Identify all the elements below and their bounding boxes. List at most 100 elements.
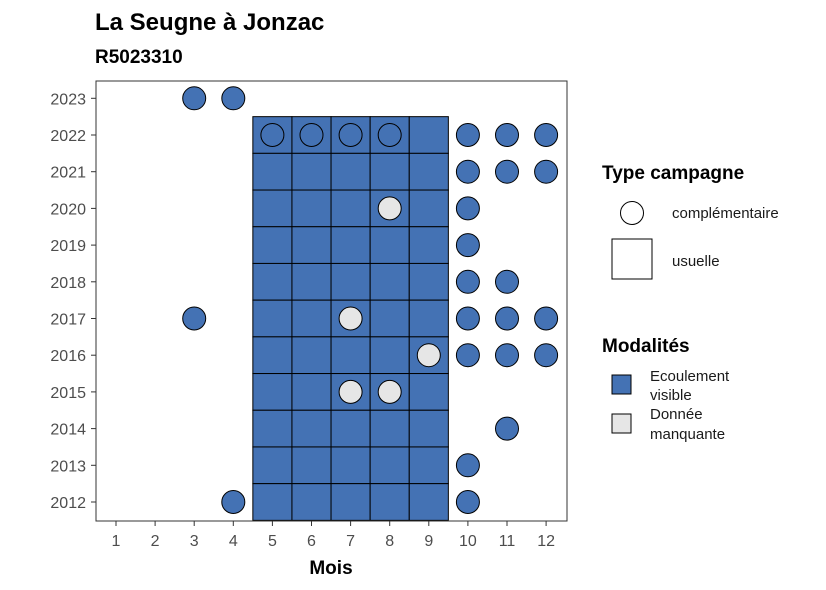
legend-modal-item-1-line-1: manquante xyxy=(650,426,725,443)
point-2022-11 xyxy=(495,123,519,147)
legend-circle-key xyxy=(620,201,644,225)
x-tick-label-1: 1 xyxy=(112,533,121,550)
y-tick-label-2023: 2023 xyxy=(50,91,86,108)
legend-modal-item-0-line-0: Ecoulement xyxy=(650,368,730,385)
point-2016-11 xyxy=(495,343,519,368)
point-2018-11 xyxy=(495,269,519,294)
tile-2018-5 xyxy=(252,262,293,301)
tile-2020-5 xyxy=(252,189,293,228)
point-2014-11 xyxy=(495,416,519,441)
point-2017-12 xyxy=(534,306,559,331)
legend-modal-item-0-line-1: visible xyxy=(650,387,692,404)
tile-2021-6 xyxy=(291,152,332,191)
tile-2015-5 xyxy=(252,373,293,411)
plot-area xyxy=(95,80,568,522)
y-tick-label-2014: 2014 xyxy=(50,422,86,439)
tile-2020-6 xyxy=(291,189,332,228)
tile-2012-5 xyxy=(252,483,293,521)
point-2016-9 xyxy=(416,343,441,368)
tile-2016-7 xyxy=(330,336,371,375)
x-tick-label-8: 8 xyxy=(385,533,394,550)
tile-2013-7 xyxy=(330,446,371,485)
y-tick-label-2020: 2020 xyxy=(50,201,86,218)
point-2016-10 xyxy=(455,343,480,368)
legend: Type campagne complémentaire usuelle Mod… xyxy=(602,163,779,443)
tile-2018-9 xyxy=(408,262,449,301)
tile-2016-5 xyxy=(252,336,293,375)
point-2022-8 xyxy=(377,123,402,147)
y-tick-label-2016: 2016 xyxy=(50,348,86,365)
tiles-layer xyxy=(252,116,449,521)
point-2022-12 xyxy=(534,123,559,147)
legend-modal-title: Modalités xyxy=(602,336,690,357)
x-tick-label-4: 4 xyxy=(229,533,238,550)
x-tick-label-6: 6 xyxy=(307,533,316,550)
point-2017-3 xyxy=(182,306,207,331)
y-tick-label-2019: 2019 xyxy=(50,238,86,255)
point-2020-8 xyxy=(377,196,402,221)
legend-type-title: Type campagne xyxy=(602,163,744,184)
y-tick-label-2018: 2018 xyxy=(50,275,86,292)
x-tick-label-7: 7 xyxy=(346,533,355,550)
point-2017-7 xyxy=(338,306,363,331)
x-tick-label-11: 11 xyxy=(499,533,516,550)
tile-2015-6 xyxy=(291,373,332,411)
tile-2013-6 xyxy=(291,446,332,485)
point-2018-10 xyxy=(455,269,480,294)
tile-2016-6 xyxy=(291,336,332,375)
tile-2019-9 xyxy=(408,226,449,264)
x-tick-label-9: 9 xyxy=(424,533,433,550)
chart-subtitle: R5023310 xyxy=(95,47,183,68)
y-tick-label-2015: 2015 xyxy=(50,385,86,402)
chart-title: La Seugne à Jonzac xyxy=(95,9,324,36)
x-tick-label-3: 3 xyxy=(190,533,199,550)
tile-2020-7 xyxy=(330,189,371,228)
y-tick-label-2012: 2012 xyxy=(50,495,86,512)
y-tick-label-2021: 2021 xyxy=(50,165,86,182)
tile-2021-8 xyxy=(369,152,410,191)
point-2015-8 xyxy=(377,379,402,404)
point-2013-10 xyxy=(455,453,480,478)
tile-2019-5 xyxy=(252,226,293,264)
tile-2019-7 xyxy=(330,226,371,264)
point-2019-10 xyxy=(455,233,480,258)
tile-2017-5 xyxy=(252,299,293,338)
point-2021-10 xyxy=(455,159,480,184)
point-2023-3 xyxy=(182,86,207,111)
point-2021-12 xyxy=(534,159,559,184)
point-2022-7 xyxy=(338,123,363,147)
tile-2013-8 xyxy=(369,446,410,485)
legend-swatch-manquante xyxy=(611,413,632,434)
tile-2018-6 xyxy=(291,262,332,301)
y-tick-label-2013: 2013 xyxy=(50,458,86,475)
point-2022-10 xyxy=(455,123,480,147)
tile-2018-7 xyxy=(330,262,371,301)
point-2021-11 xyxy=(495,159,519,184)
x-axis-label: Mois xyxy=(309,558,352,579)
y-tick-label-2017: 2017 xyxy=(50,312,86,329)
point-2023-4 xyxy=(221,86,246,111)
legend-square-key xyxy=(611,238,653,280)
tile-2012-6 xyxy=(291,483,332,521)
legend-type-item-1: usuelle xyxy=(672,253,720,270)
tile-2012-7 xyxy=(330,483,371,521)
tile-2022-9 xyxy=(408,116,449,154)
point-2015-7 xyxy=(338,379,363,404)
legend-modal-item-1-line-0: Donnée xyxy=(650,406,703,423)
tile-2017-8 xyxy=(369,299,410,338)
tile-2021-5 xyxy=(252,152,293,191)
plot-border xyxy=(95,80,568,522)
point-2012-4 xyxy=(221,490,246,514)
tile-2013-9 xyxy=(408,446,449,485)
point-2022-6 xyxy=(299,123,324,147)
point-2016-12 xyxy=(534,343,559,368)
legend-swatch-ecoulement xyxy=(611,374,632,395)
tile-2014-7 xyxy=(330,409,371,448)
point-2022-5 xyxy=(260,123,285,147)
point-2017-11 xyxy=(495,306,519,331)
x-tick-label-2: 2 xyxy=(151,533,160,550)
tile-2021-9 xyxy=(408,152,449,191)
tile-2017-9 xyxy=(408,299,449,338)
point-2020-10 xyxy=(455,196,480,221)
